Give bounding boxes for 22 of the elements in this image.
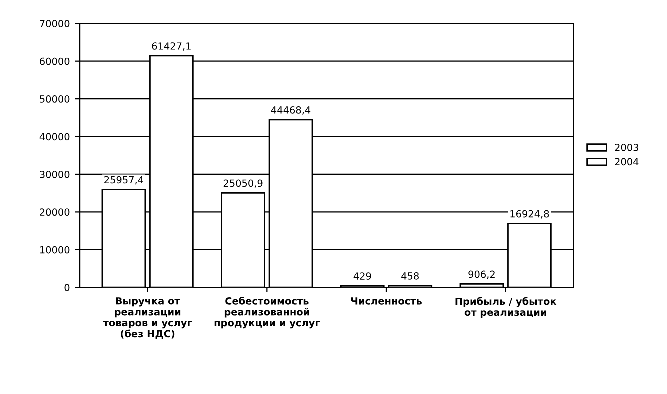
x-tick-label: Себестоимость реализованной продукции и услуг — [214, 297, 320, 329]
y-tick-label: 50000 — [40, 96, 70, 103]
y-tick-label: 40000 — [40, 133, 70, 141]
y-tick-label: 30000 — [40, 170, 70, 178]
x-tick-label: Выручка от реализации товаров и услуг (без НДС) — [103, 298, 192, 339]
x-tick-label: Численность — [351, 298, 422, 305]
y-tick-label: 70000 — [40, 20, 70, 28]
y-tick-label: 60000 — [40, 58, 70, 66]
data-label: 44468,4 — [271, 106, 311, 115]
y-tick-label: 0 — [64, 284, 70, 292]
data-label: 25050,9 — [224, 180, 263, 188]
data-label: 906,2 — [468, 270, 495, 280]
data-label: 429 — [354, 272, 372, 280]
x-tick-label: Прибыль / убыток от реализации — [456, 297, 557, 318]
legend-label: 2003 — [615, 144, 638, 152]
data-label: 16924,8 — [510, 210, 550, 219]
data-label: 458 — [402, 272, 419, 280]
y-tick-label: 10000 — [40, 246, 70, 254]
data-label: 61427,1 — [152, 42, 191, 51]
legend-label: 2004 — [615, 158, 639, 166]
y-tick-label: 20000 — [40, 208, 70, 216]
data-label: 25957,4 — [104, 176, 144, 185]
